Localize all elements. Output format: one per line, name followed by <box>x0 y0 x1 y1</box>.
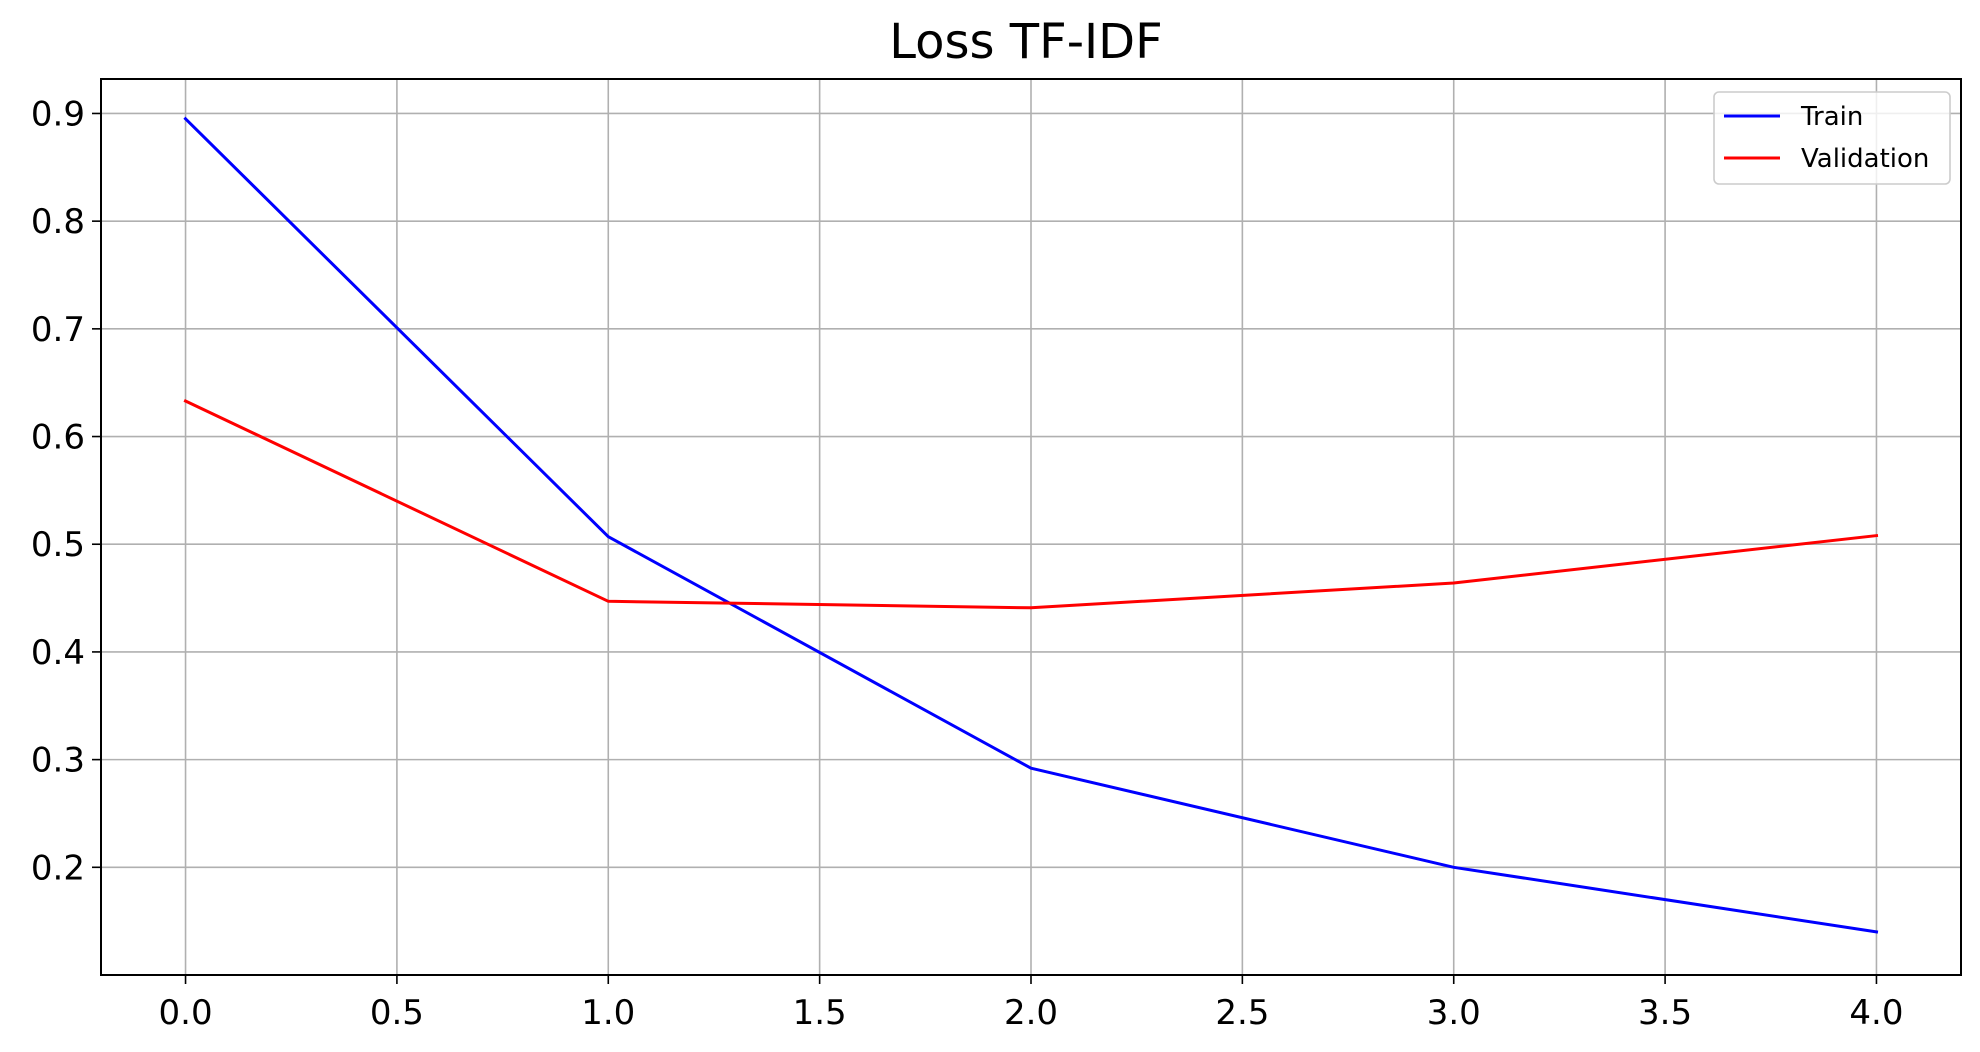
x-tick-label: 3.0 <box>1427 993 1481 1033</box>
y-tick-label: 0.6 <box>31 418 85 458</box>
y-tick-label: 0.2 <box>31 848 85 888</box>
legend-label-train: Train <box>1800 102 1863 132</box>
legend-label-validation: Validation <box>1801 144 1929 174</box>
x-tick-label: 2.0 <box>1004 993 1058 1033</box>
x-tick-label: 4.0 <box>1849 993 1903 1033</box>
chart-title: Loss TF-IDF <box>889 14 1163 70</box>
x-tick-label: 3.5 <box>1638 993 1692 1033</box>
x-tick-label: 2.5 <box>1215 993 1269 1033</box>
legend: Train Validation <box>1713 91 1951 185</box>
series-line-validation <box>183 399 1879 610</box>
x-tick-label: 0.0 <box>159 993 213 1033</box>
axis-ticks: 0.0 0.5 1.0 1.5 2.0 2.5 3.0 3.5 4.0 0.2 0.3 0.4 0.5 0… <box>31 94 1904 1033</box>
y-tick-label: 0.9 <box>31 94 85 134</box>
x-tick-label: 1.5 <box>793 993 847 1033</box>
series-line-train <box>183 116 1879 934</box>
grid <box>101 79 1961 975</box>
y-tick-label: 0.4 <box>31 633 85 673</box>
y-tick-label: 0.7 <box>31 310 85 350</box>
x-tick-label: 1.0 <box>581 993 635 1033</box>
y-tick-label: 0.8 <box>31 202 85 242</box>
y-tick-label: 0.3 <box>31 741 85 781</box>
series-lines <box>183 116 1879 934</box>
y-tick-label: 0.5 <box>31 525 85 565</box>
x-tick-label: 0.5 <box>370 993 424 1033</box>
plot-frame <box>100 78 1962 976</box>
